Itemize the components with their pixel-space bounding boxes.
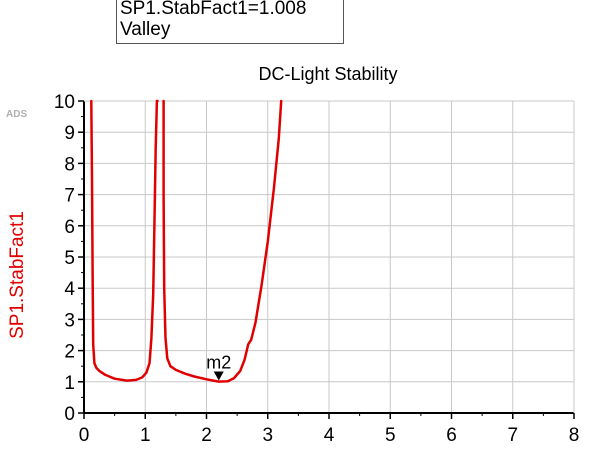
- y-tick-label: 3: [64, 310, 75, 331]
- y-tick-label: 9: [64, 123, 75, 144]
- ads-watermark: ADS: [6, 109, 27, 120]
- markers: m2: [206, 353, 231, 381]
- y-tick-label: 10: [54, 92, 75, 113]
- series-traces: [90, 99, 283, 383]
- x-tick-label: 1: [140, 425, 151, 446]
- x-tick-label: 2: [201, 425, 212, 446]
- y-tick-label: 6: [64, 217, 75, 238]
- y-tick-label: 7: [64, 186, 75, 207]
- y-axis-label: SP1.StabFact1: [7, 211, 28, 339]
- x-tick-label: 7: [507, 425, 518, 446]
- grid-lines: [84, 101, 574, 413]
- y-tick-label: 2: [64, 342, 75, 363]
- marker-triangle: [213, 371, 224, 381]
- marker-label: m2: [206, 353, 231, 373]
- marker-readout-note: Valley: [120, 19, 171, 40]
- x-tick-label: 4: [324, 425, 335, 446]
- y-tick-label: 8: [64, 154, 75, 175]
- x-tick-label: 8: [569, 425, 580, 446]
- series-line-1: [90, 99, 159, 382]
- series-line-2: [162, 99, 283, 383]
- x-tick-label: 0: [79, 425, 90, 446]
- marker-readout-box: SP1.StabFact1=1.008 Valley: [116, 0, 344, 44]
- marker-readout-equation: SP1.StabFact1=1.008: [120, 0, 307, 19]
- x-tick-label: 5: [385, 425, 396, 446]
- x-tick-label: 6: [446, 425, 457, 446]
- y-tick-label: 1: [64, 373, 75, 394]
- y-tick-label: 0: [64, 404, 75, 425]
- y-tick-label: 5: [64, 248, 75, 269]
- chart-title: DC-Light Stability: [258, 64, 397, 84]
- tick-labels: 0 1 2 3 4 5 6 7 8 0 1 2 3 4 5 6 7 8 9 10: [54, 92, 579, 446]
- y-tick-label: 4: [64, 279, 75, 300]
- axes: [78, 100, 575, 419]
- x-tick-label: 3: [262, 425, 273, 446]
